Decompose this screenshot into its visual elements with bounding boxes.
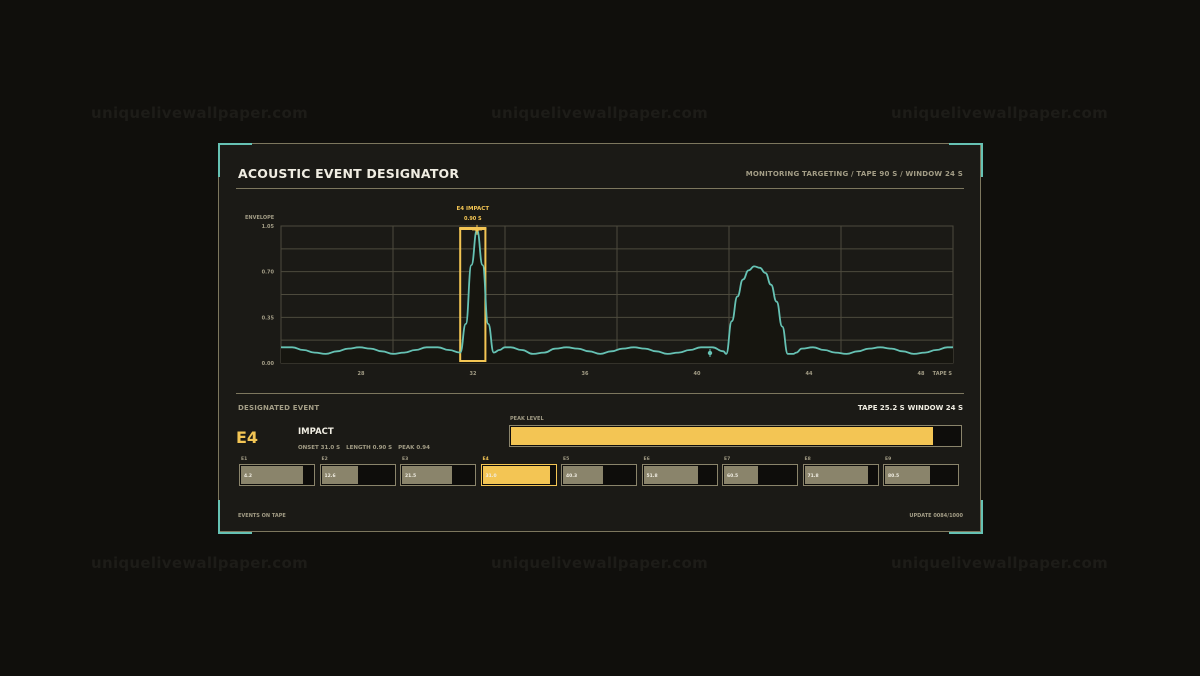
y-ticks: 1.05 0.70 0.35 0.00 <box>262 224 275 367</box>
x-tick-label: 28 <box>358 371 365 377</box>
event-chip-bar: 31.0 <box>480 464 557 486</box>
event-chip-bar: 21.5 <box>400 464 476 486</box>
event-chip-label: E8 <box>804 457 811 462</box>
event-chip-bar: 51.8 <box>641 464 718 486</box>
event-chip-bar: 60.5 <box>722 464 798 486</box>
event-chip-value: 51.8 <box>646 474 658 479</box>
event-chip-label: E7 <box>724 457 731 462</box>
peak-stat: PEAK 0.94 <box>398 445 430 451</box>
watermark: uniquelivewallpaper.com <box>491 554 709 572</box>
event-chip-value: 31.0 <box>485 474 497 479</box>
event-marker-length: 0.90 S <box>464 216 482 222</box>
event-chip-fill <box>804 466 868 484</box>
footer-events-label: EVENTS ON TAPE <box>238 513 286 519</box>
peak-level-fill <box>511 427 933 445</box>
event-id: E4 <box>236 428 259 447</box>
watermark: uniquelivewallpaper.com <box>91 554 309 572</box>
tape-readout: TAPE 25.2 S <box>857 404 905 412</box>
x-tick-label: 40 <box>694 371 701 377</box>
event-chip-fill <box>482 466 551 484</box>
tape-window-readout: TAPE 25.2 S WINDOW 24 S <box>855 404 963 412</box>
x-tick-label: 32 <box>470 371 477 377</box>
event-chip-value: 21.5 <box>405 474 417 479</box>
envelope-fill <box>281 229 953 363</box>
window-readout: WINDOW 24 S <box>907 404 963 412</box>
event-chip-value: 60.5 <box>727 474 739 479</box>
event-chip-label: E5 <box>563 457 570 462</box>
length-stat: LENGTH 0.90 S <box>346 445 393 451</box>
corner-bracket <box>218 143 252 177</box>
event-chip-fill <box>563 466 604 484</box>
event-chip-value: 12.6 <box>324 474 336 479</box>
event-chip-label: E6 <box>643 457 650 462</box>
watermark: uniquelivewallpaper.com <box>91 104 309 122</box>
footer-update-label: UPDATE 0084/1000 <box>909 513 963 519</box>
x-tick-label: 36 <box>582 371 589 377</box>
event-chip-label: E2 <box>321 457 328 462</box>
section-divider <box>236 393 964 394</box>
x-ticks: 28 32 36 40 44 48 <box>358 371 925 377</box>
corner-bracket <box>949 143 983 177</box>
y-tick-label: 0.35 <box>262 315 275 321</box>
event-chip-fill <box>241 466 304 484</box>
header-divider <box>236 188 964 189</box>
event-chip-fill <box>724 466 758 484</box>
corner-bracket <box>949 500 983 534</box>
event-chip-bar: 71.8 <box>802 464 879 486</box>
event-chip-label: E1 <box>241 457 248 462</box>
y-axis-label: ENVELOPE <box>245 215 275 221</box>
event-chip-fill <box>321 466 358 484</box>
x-axis-label: TAPE S <box>933 371 953 377</box>
section-label: DESIGNATED EVENT <box>238 404 320 412</box>
event-chip-fill <box>643 466 699 484</box>
event-chip-value: 80.5 <box>888 474 900 479</box>
event-chip-bar: 40.3 <box>561 464 637 486</box>
y-tick-label: 0.70 <box>262 270 275 276</box>
peak-level-bar <box>509 425 962 447</box>
y-tick-label: 0.00 <box>262 361 275 367</box>
x-tick-label: 44 <box>806 371 813 377</box>
peak-level-label: PEAK LEVEL <box>510 416 544 422</box>
tape-meta: MONITORING TARGETING / TAPE 90 S / WINDO… <box>745 170 963 178</box>
event-strip: E1 4.2 E2 12.6 E3 21.5 E4 31.0 E5 40.3 E6 51.8 E7 60.… <box>238 457 960 489</box>
page-title: ACOUSTIC EVENT DESIGNATOR <box>238 166 460 181</box>
event-marker-label: E4 IMPACT <box>457 206 490 212</box>
event-chip-label: E9 <box>885 457 892 462</box>
event-chip-value: 40.3 <box>566 474 578 479</box>
event-chip-value: 71.8 <box>807 474 819 479</box>
event-chip-bar: 4.2 <box>239 464 315 486</box>
crosshair-icon <box>472 224 482 235</box>
event-stats: ONSET 31.0 S LENGTH 0.90 S PEAK 0.94 <box>298 445 436 451</box>
y-tick-label: 1.05 <box>262 224 275 230</box>
event-chip-label: E4 <box>482 457 489 462</box>
corner-bracket <box>218 500 252 534</box>
event-name: IMPACT <box>298 427 334 437</box>
envelope-line <box>280 228 953 355</box>
event-chip-fill <box>402 466 452 484</box>
event-chip-fill <box>885 466 930 484</box>
event-chip-label: E3 <box>402 457 409 462</box>
x-tick-label: 48 <box>918 371 925 377</box>
watermark: uniquelivewallpaper.com <box>891 104 1109 122</box>
event-chip-bar: 80.5 <box>883 464 959 486</box>
event-chip-bar: 12.6 <box>319 464 396 486</box>
onset-stat: ONSET 31.0 S <box>298 445 341 451</box>
chart-grid <box>280 225 954 364</box>
watermark: uniquelivewallpaper.com <box>891 554 1109 572</box>
watermark: uniquelivewallpaper.com <box>491 104 709 122</box>
playhead-icon[interactable] <box>707 349 713 357</box>
event-chip-value: 4.2 <box>244 474 252 479</box>
